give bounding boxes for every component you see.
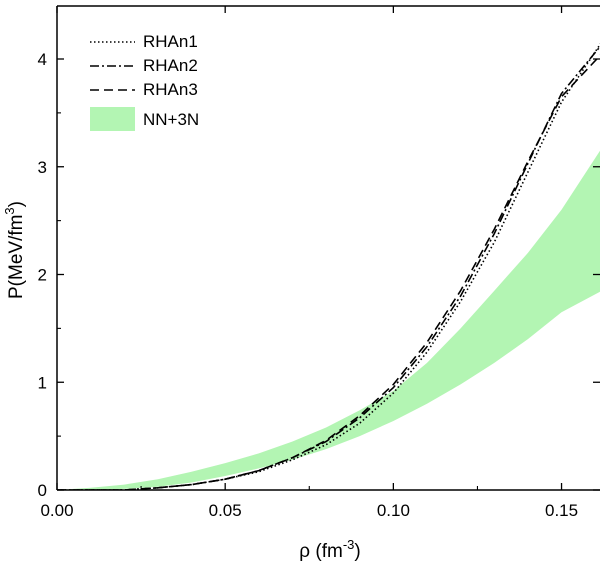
y-tick-label: 4 <box>38 50 47 69</box>
y-tick-label: 3 <box>38 158 47 177</box>
x-tick-label: 0.10 <box>377 501 410 520</box>
x-axis-title: ρ (fm-3) <box>299 537 360 562</box>
legend-label-rhan1: RHAn1 <box>143 32 198 51</box>
legend-label-rhan3: RHAn3 <box>143 80 198 99</box>
x-tick-label: 0.15 <box>545 501 578 520</box>
plot-content <box>57 27 600 490</box>
legend-label-band: NN+3N <box>143 110 199 129</box>
band-nn-3n <box>57 132 600 490</box>
x-tick-label: 0.00 <box>40 501 73 520</box>
legend: RHAn1 RHAn2 RHAn3 NN+3N <box>90 32 199 131</box>
series-line-rhan1 <box>57 27 600 490</box>
legend-label-rhan2: RHAn2 <box>143 56 198 75</box>
y-tick-label: 0 <box>38 481 47 500</box>
y-axis-title: P(MeV/fm3) <box>2 201 27 299</box>
plot-area <box>57 27 600 490</box>
y-tick-label: 2 <box>38 266 47 285</box>
x-tick-label: 0.05 <box>209 501 242 520</box>
legend-swatch-band <box>90 107 135 131</box>
y-tick-label: 1 <box>38 373 47 392</box>
series-line-rhan2 <box>57 32 600 490</box>
